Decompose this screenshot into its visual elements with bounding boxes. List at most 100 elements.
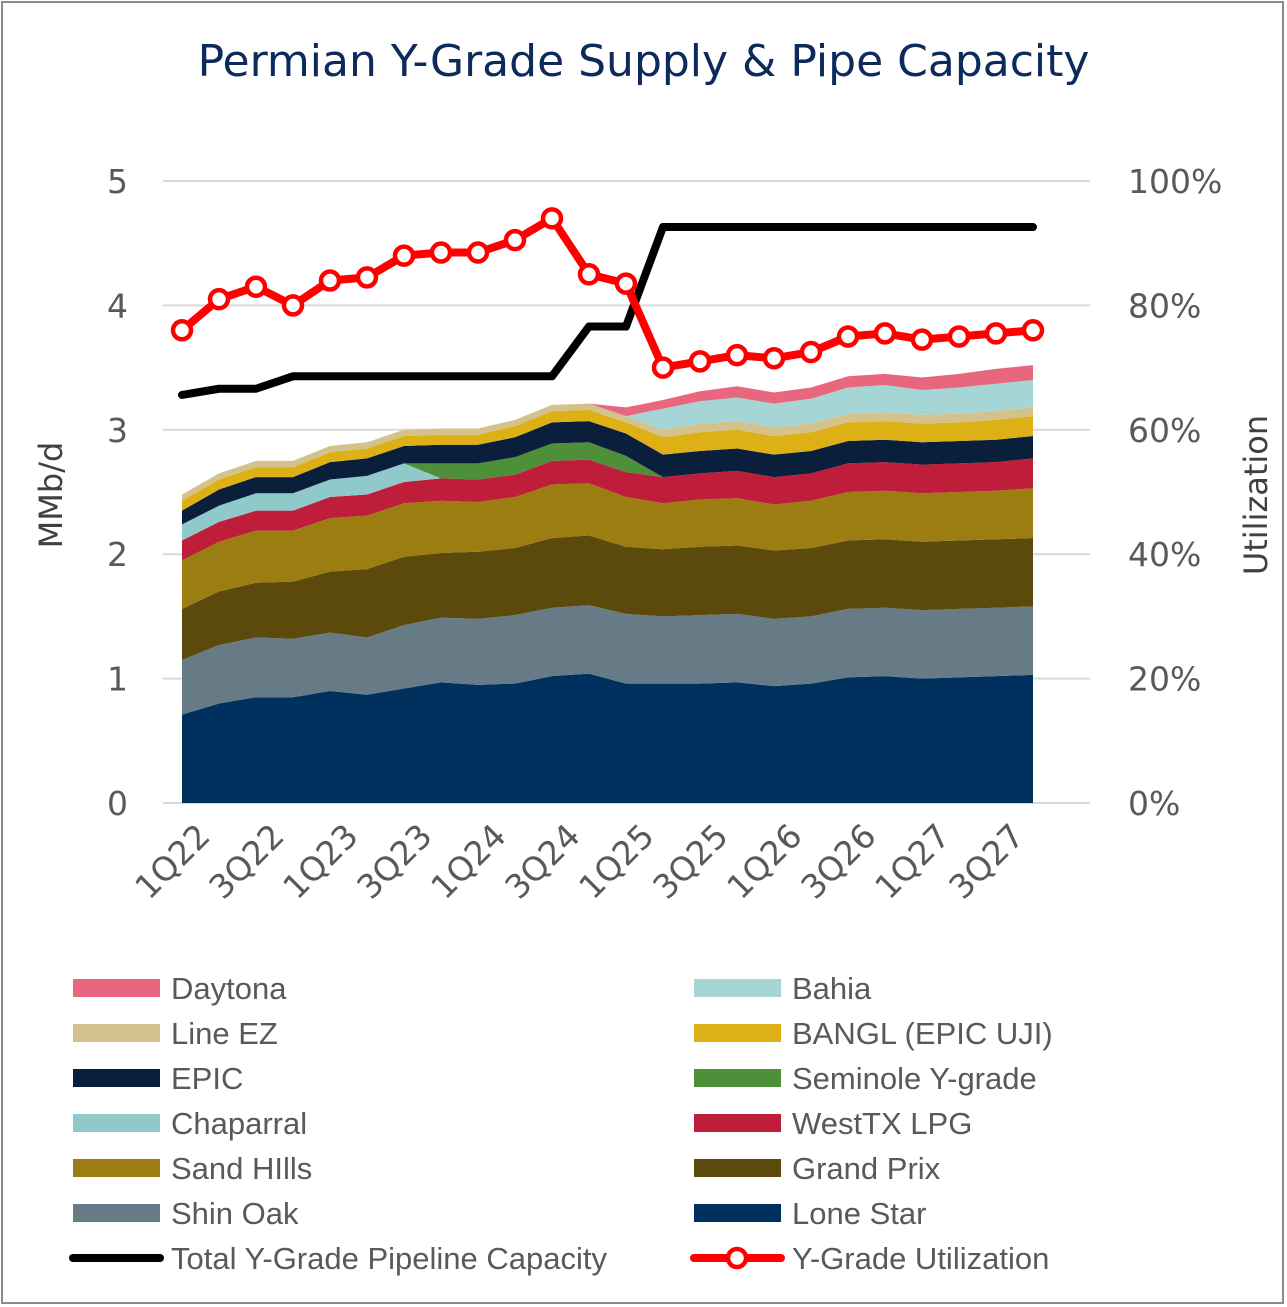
stacked-areas: [182, 365, 1033, 803]
y-tick-label: 5: [107, 162, 128, 201]
x-tick-label: 1Q24: [423, 816, 513, 906]
area-seminole-y-grade: [182, 442, 1033, 525]
legend-item-seminole-y-grade: Seminole Y-grade: [694, 1061, 1037, 1096]
y2-tick-label: 60%: [1128, 411, 1201, 450]
utilization-point: [281, 294, 305, 317]
x-tick-label: 3Q26: [793, 816, 883, 906]
x-tick-label: 3Q22: [201, 816, 291, 906]
utilization-point: [651, 356, 675, 379]
area-shin-oak: [182, 605, 1033, 715]
legend-swatch: [694, 1204, 781, 1222]
legend-swatch: [73, 979, 160, 997]
left-axis-ticks: 0 1 2 3 4 5: [107, 162, 128, 823]
legend-label: BANGL (EPIC UJI): [792, 1016, 1053, 1051]
utilization-point: [392, 244, 416, 267]
utilization-point: [355, 266, 379, 289]
legend-label: Line EZ: [171, 1016, 278, 1051]
legend-label: Total Y-Grade Pipeline Capacity: [171, 1241, 607, 1276]
utilization-point: [429, 241, 453, 264]
area-westtx-lpg: [182, 458, 1033, 561]
legend-item-daytona: Daytona: [73, 971, 287, 1006]
utilization-point: [170, 319, 194, 342]
legend-swatch: [73, 1204, 160, 1222]
utilization-point: [540, 207, 564, 230]
x-axis-ticks: 1Q223Q221Q233Q231Q243Q241Q253Q251Q263Q26…: [127, 816, 1031, 906]
legend-item-grand-prix: Grand Prix: [694, 1151, 941, 1186]
legend-label: Seminole Y-grade: [792, 1061, 1037, 1096]
x-tick-label: 3Q25: [645, 816, 735, 906]
y2-tick-label: 80%: [1128, 286, 1201, 325]
legend-label: Grand Prix: [792, 1151, 941, 1186]
legend-label: Bahia: [792, 971, 872, 1006]
legend-label: Shin Oak: [171, 1196, 299, 1231]
utilization-point: [873, 322, 897, 345]
legend-label: WestTX LPG: [792, 1106, 972, 1141]
utilization-point: [799, 340, 823, 364]
legend-label: EPIC: [171, 1061, 243, 1096]
y-tick-label: 3: [107, 411, 128, 450]
legend-swatch: [73, 1114, 160, 1132]
utilization-point: [318, 269, 342, 292]
x-tick-label: 1Q26: [719, 816, 809, 906]
area-grand-prix: [182, 535, 1033, 660]
area-bahia: [182, 380, 1033, 495]
legend-swatch: [73, 1024, 160, 1042]
legend-label: Daytona: [171, 971, 287, 1006]
line-y-grade-utilization: [178, 214, 1037, 372]
legend-label: Lone Star: [792, 1196, 926, 1231]
legend-item-bangl-epic-uji: BANGL (EPIC UJI): [694, 1016, 1053, 1051]
legend-swatch: [694, 979, 781, 997]
y2-tick-label: 100%: [1128, 162, 1222, 201]
area-daytona: [182, 365, 1033, 495]
utilization-point: [947, 325, 971, 348]
legend-label: Y-Grade Utilization: [792, 1241, 1049, 1276]
right-axis-ticks: 0% 20% 40% 60% 80% 100%: [1128, 162, 1222, 823]
legend-swatch: [694, 1159, 781, 1177]
legend-swatch: [694, 1024, 781, 1042]
legend-item-lone-star: Lone Star: [694, 1196, 926, 1231]
utilization-point: [466, 241, 490, 264]
area-lone-star: [182, 673, 1033, 803]
legend-item-westtx-lpg: WestTX LPG: [694, 1106, 972, 1141]
legend: Daytona Bahia Line EZ BANGL (EPIC UJI) EPIC S…: [69, 971, 1053, 1276]
legend-item-sand-hills: Sand HIlls: [73, 1151, 312, 1186]
area-chaparral: [182, 458, 1033, 541]
area-bangl-epic-uji: [182, 409, 1033, 511]
y-tick-label: 0: [107, 784, 128, 823]
legend-item-chaparral: Chaparral: [73, 1106, 307, 1141]
x-tick-label: 3Q24: [497, 816, 587, 906]
legend-swatch: [694, 1114, 781, 1132]
y-tick-label: 2: [107, 535, 128, 574]
legend-swatch: [73, 1159, 160, 1177]
legend-swatch: [73, 1069, 160, 1087]
line-total-y-grade-pipeline-capacity: [178, 223, 1037, 399]
legend-item-bahia: Bahia: [694, 971, 872, 1006]
utilization-point: [688, 350, 712, 373]
y-axis-title: MMb/d: [32, 442, 70, 549]
x-tick-label: 1Q22: [127, 816, 217, 906]
legend-label: Sand HIlls: [171, 1151, 312, 1186]
legend-item-y-grade-utilization: Y-Grade Utilization: [690, 1241, 1049, 1276]
line-series: [170, 207, 1045, 399]
utilization-point: [577, 263, 601, 286]
utilization-point: [614, 272, 638, 295]
utilization-point: [207, 287, 231, 311]
y2-tick-label: 20%: [1128, 660, 1201, 699]
legend-swatch: [694, 1069, 781, 1087]
y2-tick-label: 40%: [1128, 535, 1201, 574]
y2-tick-label: 0%: [1128, 784, 1180, 823]
legend-item-shin-oak: Shin Oak: [73, 1196, 299, 1231]
utilization-point: [244, 275, 268, 298]
legend-item-total-y-grade-pipeline-capacity: Total Y-Grade Pipeline Capacity: [69, 1241, 607, 1276]
utilization-point: [762, 347, 786, 370]
chart-title: Permian Y-Grade Supply & Pipe Capacity: [197, 36, 1090, 87]
x-tick-label: 3Q23: [349, 816, 439, 906]
utilization-point: [984, 322, 1008, 345]
legend-label: Chaparral: [171, 1106, 307, 1141]
utilization-point: [836, 325, 860, 348]
legend-item-epic: EPIC: [73, 1061, 243, 1096]
utilization-point: [910, 328, 934, 351]
area-sand-hills: [182, 483, 1033, 609]
y-tick-label: 1: [107, 660, 128, 699]
